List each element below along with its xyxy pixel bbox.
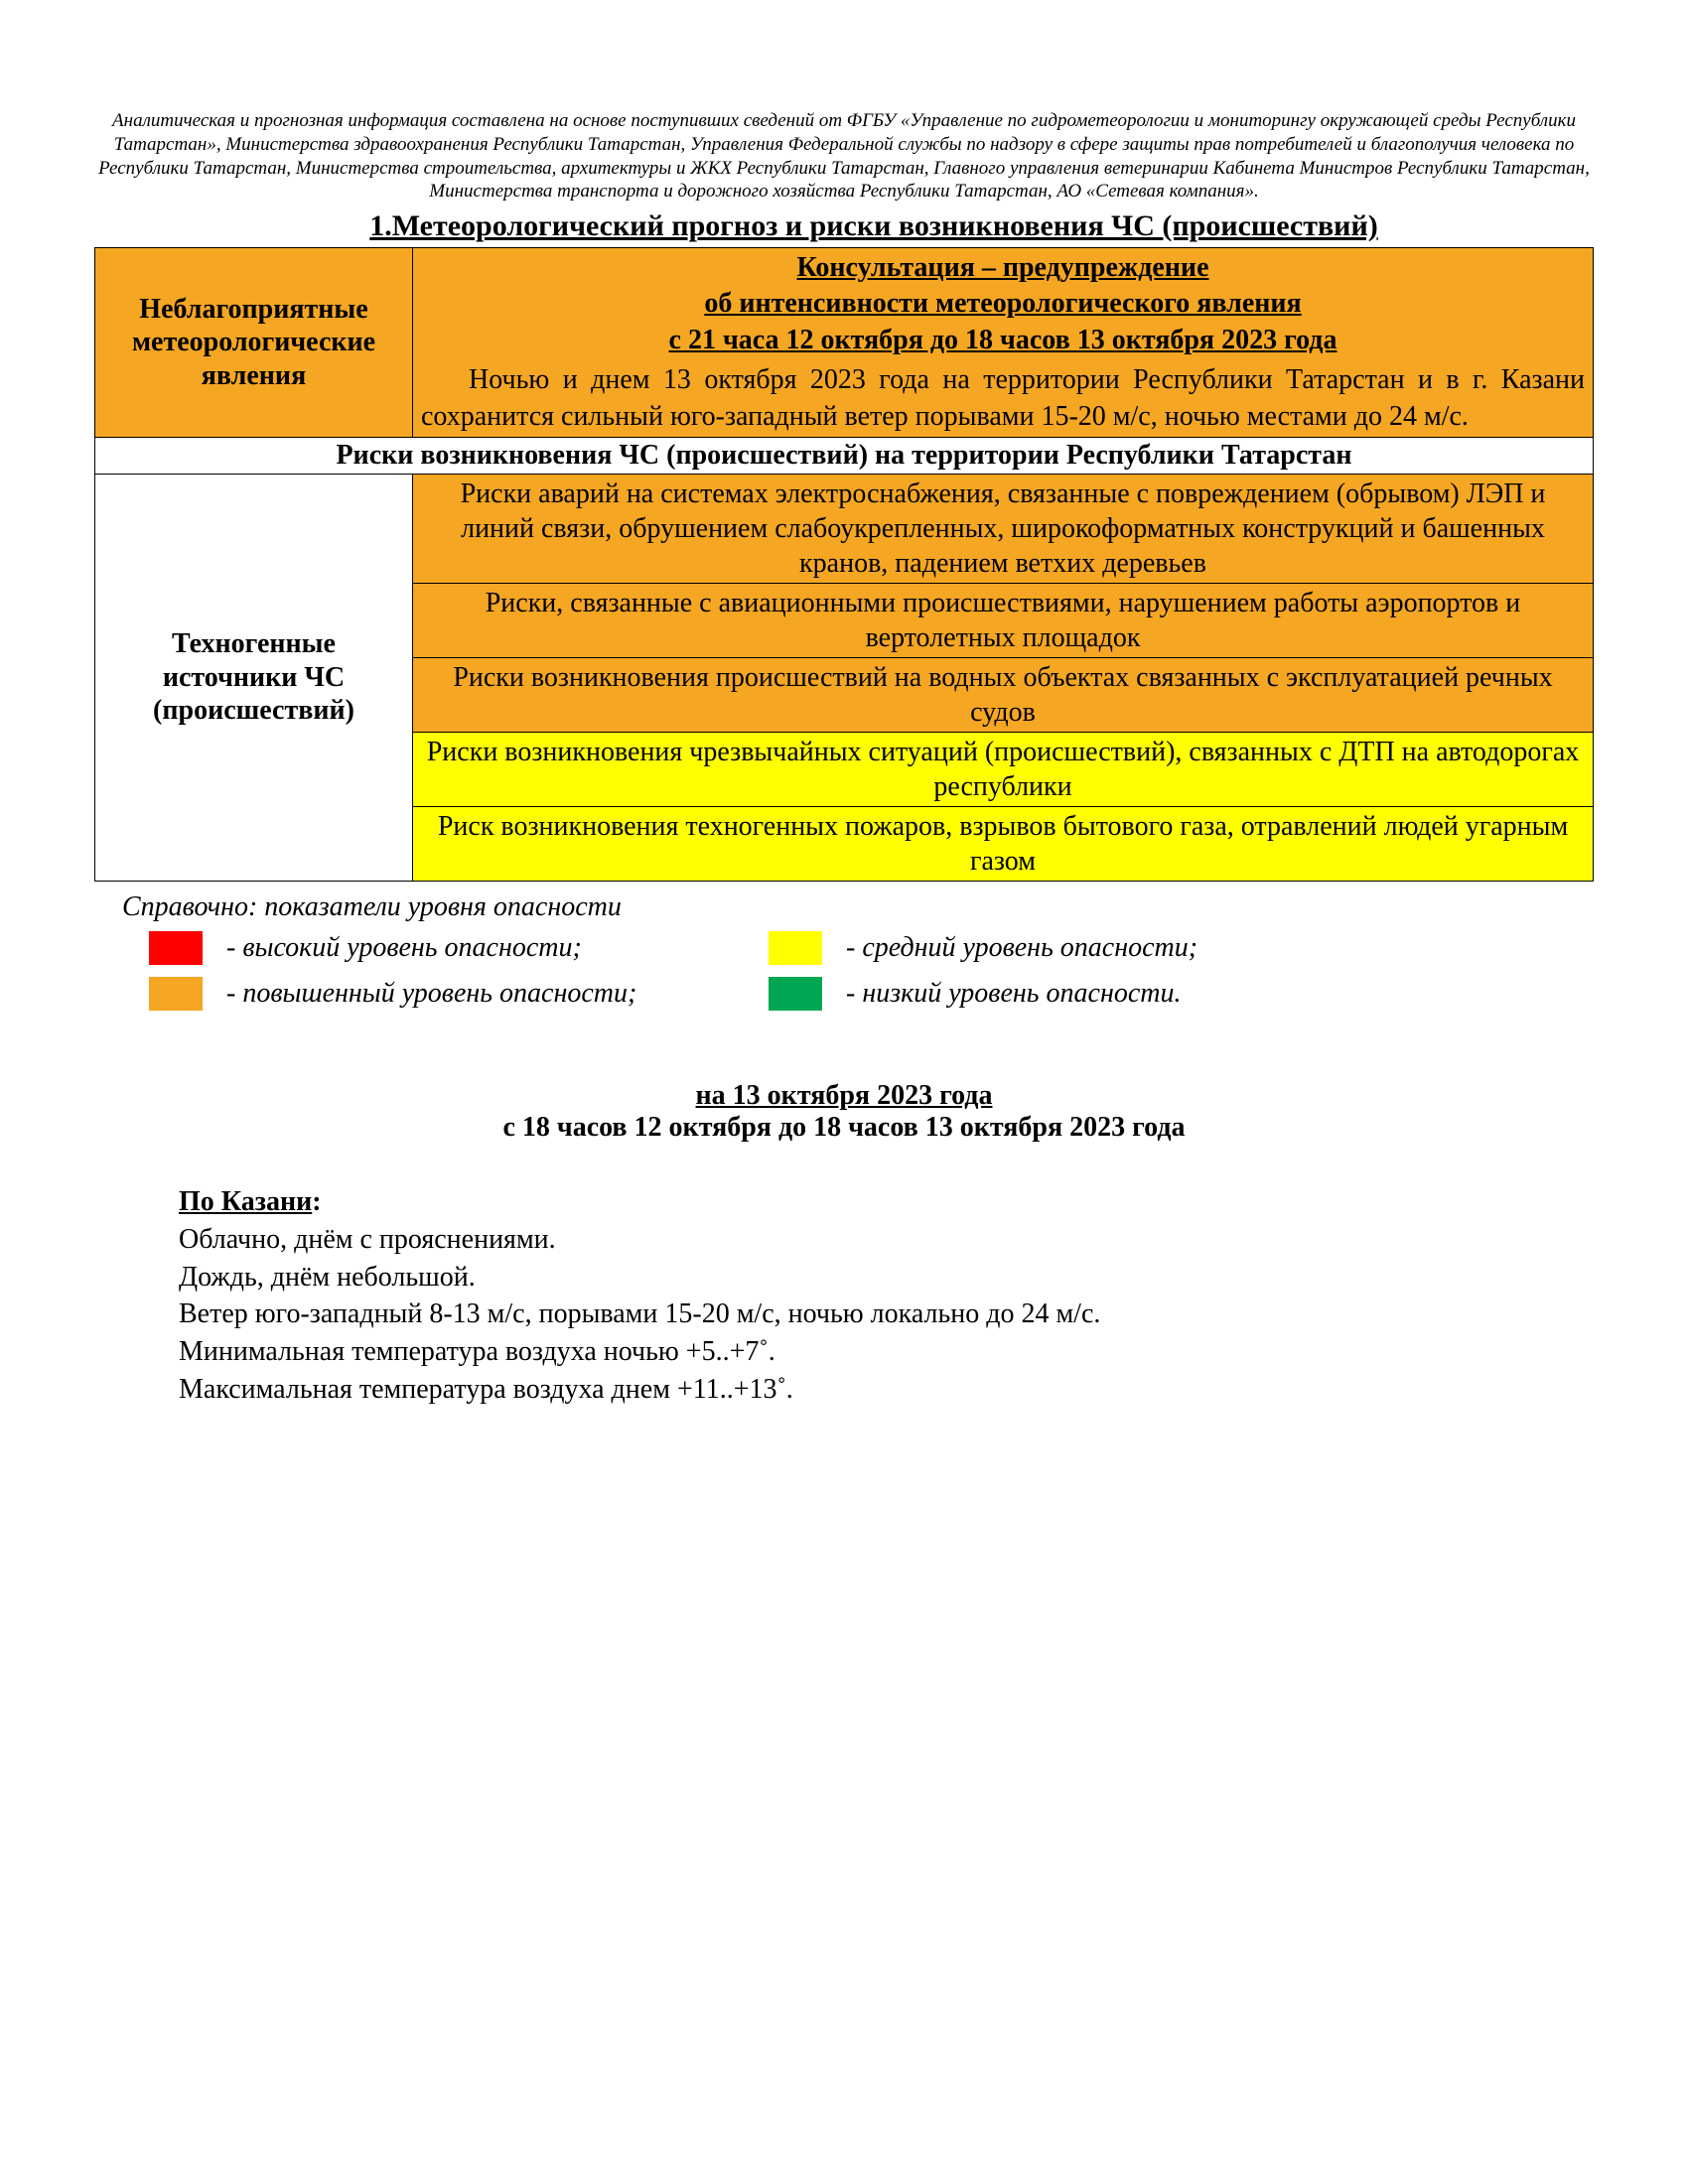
risk-row: Риск возникновения техногенных пожаров, … <box>413 806 1594 881</box>
adverse-label: Неблагоприятные метеорологические явлени… <box>132 294 375 391</box>
risk-row: Риски аварий на системах электроснабжени… <box>413 474 1594 583</box>
warning-line-3: с 21 часа 12 октября до 18 часов 13 октя… <box>421 323 1585 358</box>
risk-row: Риски возникновения чрезвычайных ситуаци… <box>413 732 1594 806</box>
legend-swatch <box>769 977 822 1011</box>
header-note: Аналитическая и прогнозная информация со… <box>94 109 1594 204</box>
warning-line-1: Консультация – предупреждение <box>421 250 1585 286</box>
warning-body-cell: Ночью и днем 13 октября 2023 года на тер… <box>413 360 1594 437</box>
tech-label-cell: Техногенные источники ЧС (происшествий) <box>95 474 413 881</box>
forecast-line: Максимальная температура воздуха днем +1… <box>179 1371 1594 1409</box>
legend-label: - низкий уровень опасности. <box>832 978 1594 1010</box>
risk-text: Риски возникновения происшествий на водн… <box>453 662 1552 728</box>
forecast-line: Минимальная температура воздуха ночью +5… <box>179 1333 1594 1371</box>
risk-text: Риски возникновения чрезвычайных ситуаци… <box>427 737 1580 802</box>
tech-label: Техногенные источники ЧС (происшествий) <box>153 628 354 726</box>
legend-label: - средний уровень опасности; <box>832 932 1594 964</box>
warning-line-2: об интенсивности метеорологического явле… <box>421 286 1585 322</box>
forecast-risk-table: Неблагоприятные метеорологические явлени… <box>94 247 1594 882</box>
legend-swatch <box>769 931 822 965</box>
legend-swatch <box>149 977 203 1011</box>
warning-header-cell: Консультация – предупреждение об интенси… <box>413 248 1594 361</box>
adverse-label-cell: Неблагоприятные метеорологические явлени… <box>95 248 413 438</box>
risk-text: Риски, связанные с авиационными происшес… <box>486 588 1521 653</box>
risk-row: Риски возникновения происшествий на водн… <box>413 657 1594 732</box>
city-forecast-block: По Казани: Облачно, днём с прояснениями.… <box>179 1183 1594 1409</box>
forecast-line: Дождь, днём небольшой. <box>179 1259 1594 1297</box>
risk-row: Риски, связанные с авиационными происшес… <box>413 583 1594 657</box>
city-title: По Казани <box>179 1186 312 1217</box>
legend-title: Справочно: показатели уровня опасности <box>122 891 1594 923</box>
city-title-line: По Казани: <box>179 1183 1594 1221</box>
forecast-date: на 13 октября 2023 года <box>94 1080 1594 1112</box>
legend-grid: - высокий уровень опасности; - средний у… <box>149 931 1594 1011</box>
warning-body: Ночью и днем 13 октября 2023 года на тер… <box>421 362 1585 435</box>
risk-text: Риск возникновения техногенных пожаров, … <box>438 811 1568 877</box>
legend-swatch <box>149 931 203 965</box>
forecast-range: с 18 часов 12 октября до 18 часов 13 окт… <box>94 1112 1594 1144</box>
section-title: 1.Метеорологический прогноз и риски возн… <box>94 209 1594 243</box>
legend-label: - высокий уровень опасности; <box>212 932 769 964</box>
forecast-line: Ветер юго-западный 8-13 м/с, порывами 15… <box>179 1296 1594 1333</box>
risk-text: Риски аварий на системах электроснабжени… <box>461 478 1546 579</box>
forecast-line: Облачно, днём с прояснениями. <box>179 1221 1594 1259</box>
legend-label: - повышенный уровень опасности; <box>212 978 769 1010</box>
risks-header: Риски возникновения ЧС (происшествий) на… <box>95 437 1594 474</box>
